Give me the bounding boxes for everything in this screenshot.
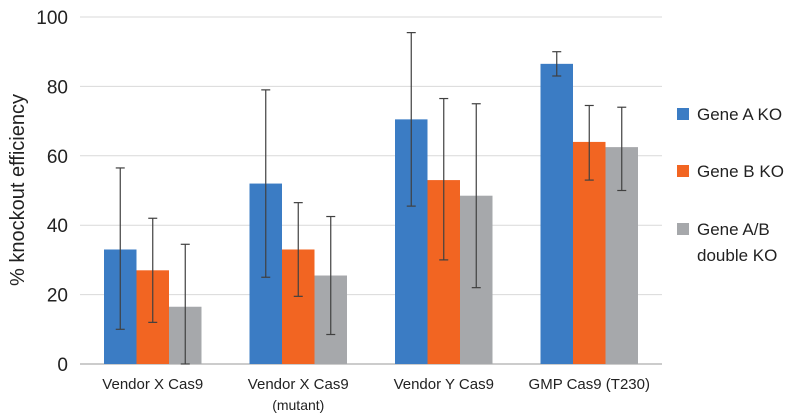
error-bar: [552, 51, 562, 77]
y-axis-ticks: 0 20 40 60 80 100: [36, 8, 68, 376]
legend-item: Gene A/B double KO: [677, 220, 777, 265]
error-bars: [115, 32, 627, 365]
legend-label: double KO: [697, 246, 777, 265]
x-tick-label: Vendor X Cas9: [102, 376, 203, 393]
error-bar: [293, 202, 303, 297]
y-tick-label: 40: [47, 216, 68, 237]
x-tick-sublabel: (mutant): [272, 397, 324, 413]
y-tick-label: 60: [47, 147, 68, 168]
bar: [540, 63, 573, 364]
y-axis-label: % knockout efficiency: [7, 94, 29, 286]
error-bar: [180, 243, 190, 365]
error-bar: [261, 89, 271, 278]
legend: Gene A KO Gene B KO Gene A/B double KO: [677, 105, 784, 265]
legend-item: Gene A KO: [677, 105, 782, 124]
error-bar: [148, 217, 158, 323]
x-axis-labels: Vendor X Cas9 Vendor X Cas9 (mutant) Vendor…: [102, 376, 650, 413]
x-tick-label: Vendor X Cas9: [248, 376, 349, 393]
legend-label: Gene A KO: [697, 105, 782, 124]
y-tick-label: 100: [36, 8, 68, 29]
legend-swatch: [677, 108, 689, 120]
legend-swatch: [677, 165, 689, 177]
legend-label: Gene A/B: [697, 220, 770, 239]
error-bar: [471, 103, 481, 289]
legend-swatch: [677, 223, 689, 235]
error-bar: [617, 106, 627, 192]
legend-item: Gene B KO: [677, 162, 784, 181]
x-tick-label: Vendor Y Cas9: [394, 376, 494, 393]
y-tick-label: 20: [47, 286, 68, 307]
error-bar: [115, 167, 125, 330]
y-tick-label: 80: [47, 77, 68, 98]
error-bar: [439, 97, 449, 261]
legend-label: Gene B KO: [697, 162, 784, 181]
error-bar: [406, 32, 416, 207]
y-tick-label: 0: [57, 355, 68, 376]
error-bar: [326, 215, 336, 336]
x-tick-label: GMP Cas9 (T230): [529, 376, 650, 393]
bars: [104, 63, 638, 365]
error-bar: [584, 104, 594, 181]
